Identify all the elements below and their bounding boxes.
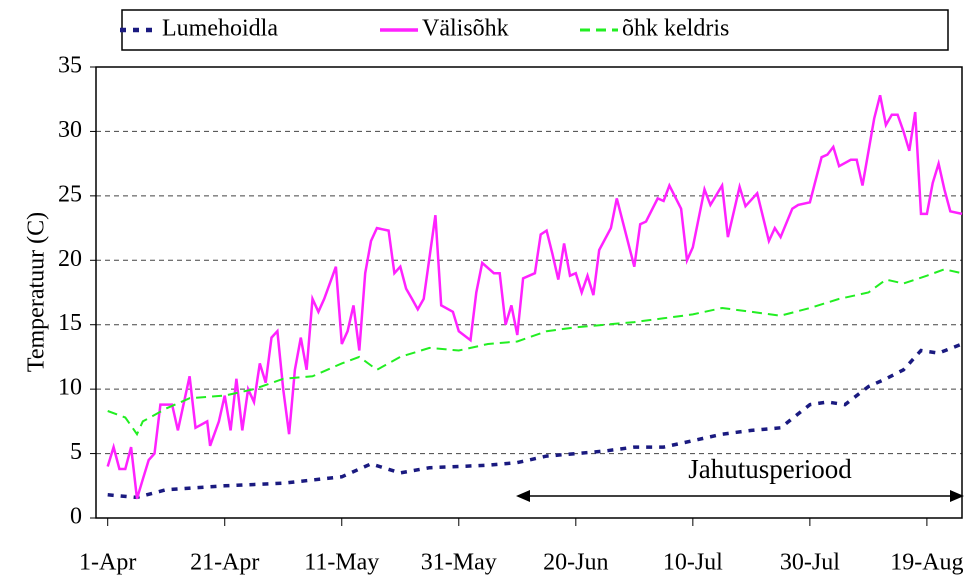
x-tick-label: 31-May bbox=[421, 550, 497, 576]
legend-label: õhk keldris bbox=[622, 16, 729, 42]
y-axis-label: Temperatuur (C) bbox=[24, 212, 50, 372]
x-tick-label: 21-Apr bbox=[190, 550, 259, 576]
x-tick-label: 1-Apr bbox=[79, 550, 136, 576]
y-tick-label: 15 bbox=[58, 310, 82, 336]
annotation: Jahutusperiood bbox=[688, 454, 852, 484]
plot-frame bbox=[95, 66, 963, 519]
x-tick-label: 10-Jul bbox=[663, 550, 723, 576]
x-tick-label: 30-Jul bbox=[780, 550, 840, 576]
series-line bbox=[106, 94, 963, 500]
y-tick-label: 10 bbox=[58, 375, 82, 401]
x-tick-label: 20-Jun bbox=[543, 550, 608, 576]
y-tick-label: 30 bbox=[58, 117, 82, 143]
y-tick-label: 5 bbox=[70, 439, 82, 465]
legend-label: Lumehoidla bbox=[162, 16, 278, 42]
y-tick-label: 0 bbox=[70, 504, 82, 530]
x-tick-label: 11-May bbox=[304, 550, 379, 576]
y-tick-label: 25 bbox=[58, 181, 82, 207]
legend-label: Välisõhk bbox=[422, 16, 509, 42]
x-tick-label: 19-Aug bbox=[890, 550, 963, 576]
y-tick-label: 35 bbox=[58, 53, 82, 79]
y-tick-label: 20 bbox=[58, 246, 82, 272]
series-line bbox=[107, 342, 963, 500]
series-line bbox=[107, 268, 963, 437]
